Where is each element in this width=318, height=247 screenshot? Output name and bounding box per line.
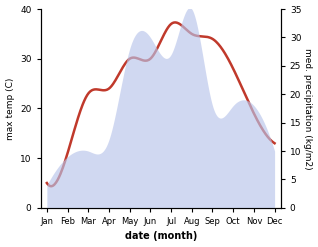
X-axis label: date (month): date (month) [125,231,197,242]
Y-axis label: med. precipitation (kg/m2): med. precipitation (kg/m2) [303,48,313,169]
Y-axis label: max temp (C): max temp (C) [5,77,15,140]
